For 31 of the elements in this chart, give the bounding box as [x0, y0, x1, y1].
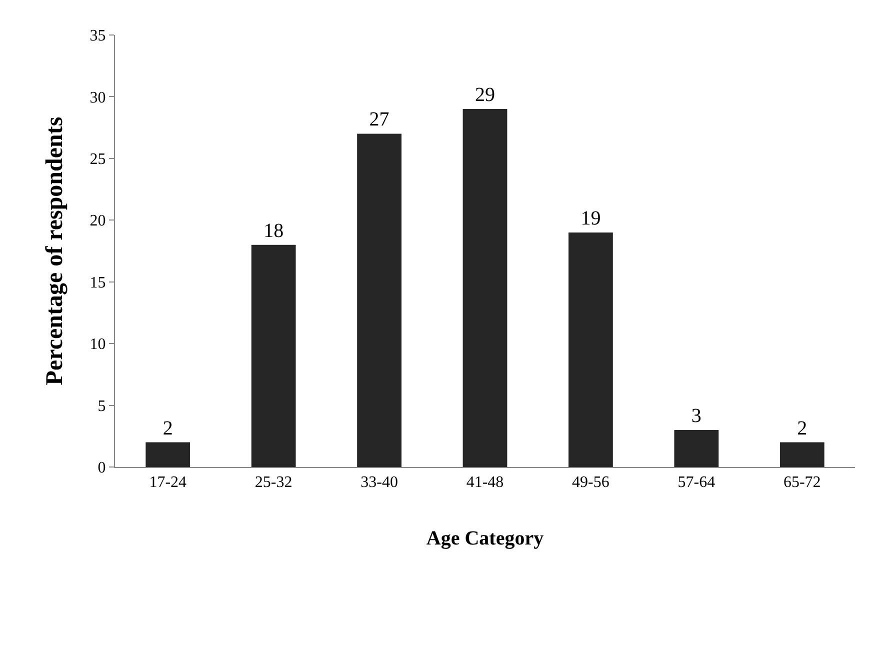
- x-tick-label: 33-40: [360, 474, 398, 492]
- y-axis-title: Percentage of respondents: [42, 116, 68, 386]
- bar: [462, 109, 508, 467]
- x-tick-label: 25-32: [254, 474, 292, 492]
- bar: [780, 442, 824, 467]
- y-tick-label: 30: [90, 89, 106, 106]
- data-label: 29: [475, 84, 495, 106]
- bar: [251, 244, 296, 467]
- x-tick-label: 49-56: [572, 474, 610, 492]
- y-tick-label: 15: [90, 274, 106, 292]
- x-axis-title: Age Category: [426, 528, 544, 550]
- y-tick-label: 10: [90, 336, 106, 354]
- x-tick-label: 65-72: [783, 474, 821, 492]
- data-label: 3: [691, 404, 702, 427]
- data-label: 2: [162, 417, 173, 440]
- bar: [146, 442, 190, 467]
- y-tick-label: 20: [90, 212, 106, 230]
- data-label: 18: [264, 220, 284, 242]
- y-tick-label: 5: [98, 398, 106, 415]
- y-tick-label: 0: [98, 460, 106, 477]
- data-label: 2: [797, 417, 808, 440]
- bar: [674, 430, 719, 467]
- y-tick-label: 35: [90, 28, 106, 45]
- data-label: 19: [580, 207, 601, 230]
- x-tick-label: 57-64: [678, 474, 716, 492]
- bar: [568, 232, 613, 467]
- x-tick-label: 17-24: [149, 474, 187, 492]
- x-tick-label: 41-48: [466, 474, 504, 492]
- y-tick-label: 25: [90, 151, 106, 168]
- bar: [357, 134, 402, 467]
- data-label: 27: [369, 108, 390, 131]
